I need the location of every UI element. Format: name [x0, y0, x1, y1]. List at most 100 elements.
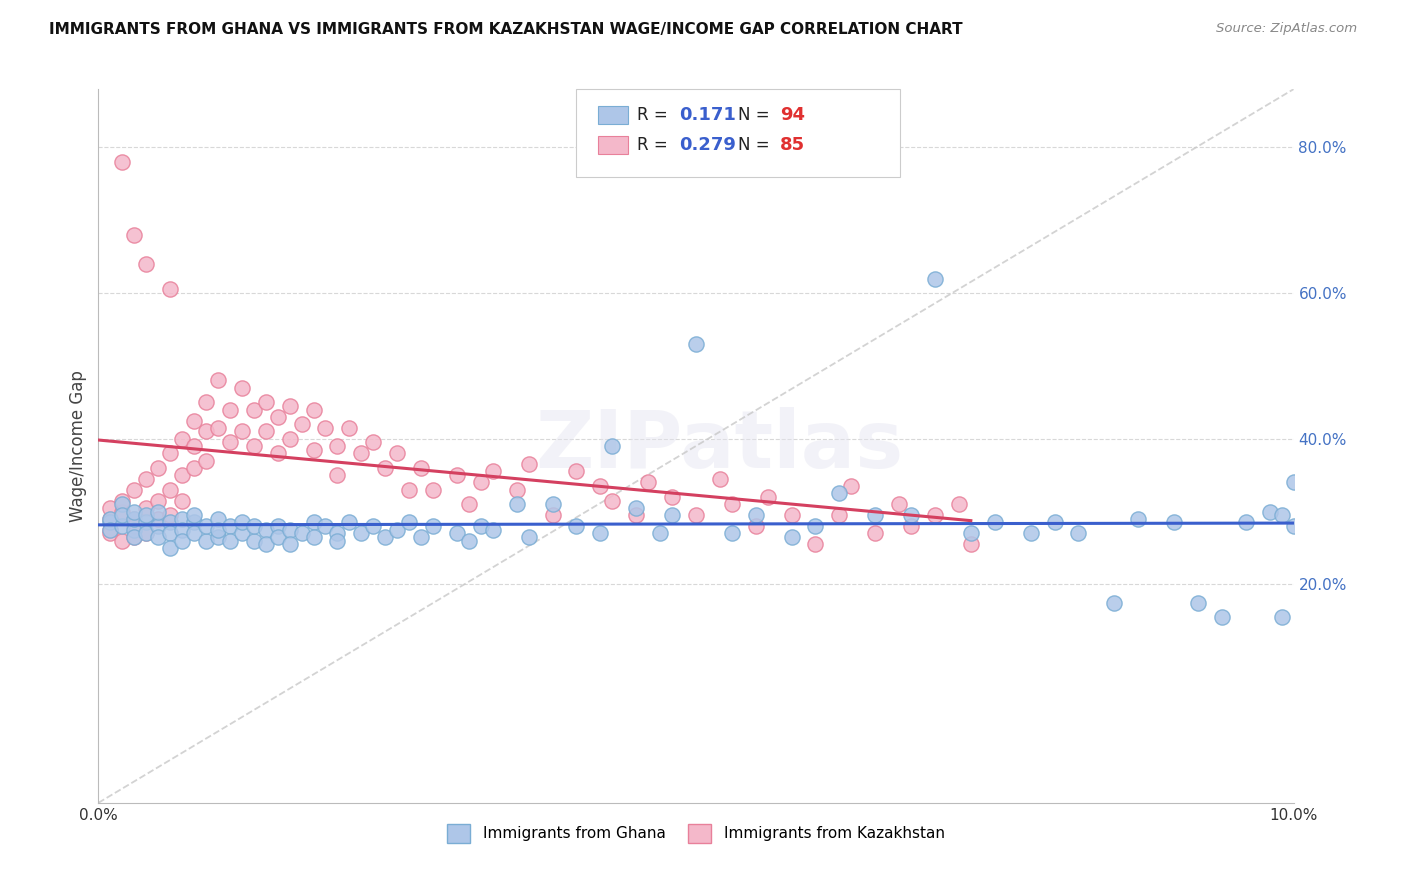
- Point: [148, 504, 170, 518]
- Point: [1282, 519, 1305, 533]
- Point: [124, 227, 146, 242]
- Point: [98, 512, 122, 526]
- Point: [267, 446, 290, 460]
- Point: [124, 530, 146, 544]
- Point: [148, 519, 170, 533]
- Point: [458, 533, 481, 548]
- Point: [302, 530, 325, 544]
- Point: [183, 508, 205, 523]
- Point: [254, 425, 277, 439]
- Point: [541, 497, 564, 511]
- Point: [302, 442, 325, 457]
- Point: [219, 519, 242, 533]
- Point: [302, 402, 325, 417]
- Point: [446, 526, 468, 541]
- Point: [828, 486, 851, 500]
- Point: [458, 497, 481, 511]
- Point: [124, 523, 146, 537]
- Point: [207, 374, 229, 388]
- Point: [637, 475, 659, 490]
- Point: [254, 537, 277, 551]
- Point: [685, 508, 707, 523]
- Point: [231, 516, 253, 530]
- Point: [541, 508, 564, 523]
- Point: [111, 533, 134, 548]
- Point: [506, 483, 529, 497]
- Point: [98, 500, 122, 515]
- Point: [602, 493, 624, 508]
- Point: [326, 439, 349, 453]
- Point: [278, 399, 301, 413]
- Point: [1282, 475, 1305, 490]
- Point: [900, 519, 922, 533]
- Point: [278, 432, 301, 446]
- Point: [804, 537, 827, 551]
- Legend: Immigrants from Ghana, Immigrants from Kazakhstan: Immigrants from Ghana, Immigrants from K…: [441, 818, 950, 848]
- Point: [589, 526, 612, 541]
- Point: [159, 541, 181, 555]
- Point: [422, 483, 444, 497]
- Text: R =: R =: [637, 136, 673, 154]
- Point: [709, 472, 731, 486]
- Point: [339, 516, 361, 530]
- Point: [685, 337, 707, 351]
- Point: [159, 446, 181, 460]
- Point: [1043, 516, 1066, 530]
- Point: [385, 446, 409, 460]
- Point: [315, 519, 337, 533]
- Point: [350, 446, 373, 460]
- Point: [326, 526, 349, 541]
- Point: [626, 508, 648, 523]
- Point: [1211, 610, 1233, 624]
- Point: [124, 483, 146, 497]
- Point: [470, 519, 492, 533]
- Point: [1067, 526, 1090, 541]
- Point: [960, 537, 983, 551]
- Point: [183, 526, 205, 541]
- Point: [589, 479, 612, 493]
- Point: [135, 526, 157, 541]
- Text: 94: 94: [780, 106, 806, 124]
- Point: [159, 508, 181, 523]
- Point: [661, 508, 683, 523]
- Point: [1019, 526, 1042, 541]
- Point: [398, 483, 420, 497]
- Point: [422, 519, 444, 533]
- Point: [470, 475, 492, 490]
- Point: [721, 526, 744, 541]
- Point: [135, 516, 157, 530]
- Point: [135, 526, 157, 541]
- Point: [650, 526, 672, 541]
- Point: [363, 435, 385, 450]
- Text: ZIPatlas: ZIPatlas: [536, 407, 904, 485]
- Point: [111, 497, 134, 511]
- Point: [385, 523, 409, 537]
- Text: N =: N =: [738, 106, 775, 124]
- Point: [243, 519, 266, 533]
- Point: [745, 519, 768, 533]
- Point: [124, 530, 146, 544]
- Point: [889, 497, 911, 511]
- Point: [111, 504, 134, 518]
- Point: [363, 519, 385, 533]
- Point: [506, 497, 529, 511]
- Point: [865, 526, 887, 541]
- Point: [1234, 516, 1257, 530]
- Point: [267, 409, 290, 424]
- Point: [804, 519, 827, 533]
- Point: [267, 530, 290, 544]
- Point: [124, 512, 146, 526]
- Point: [565, 519, 588, 533]
- Point: [984, 516, 1007, 530]
- Point: [374, 530, 396, 544]
- Point: [183, 460, 205, 475]
- Point: [411, 530, 433, 544]
- Point: [148, 512, 170, 526]
- Point: [900, 508, 922, 523]
- Point: [172, 512, 194, 526]
- Point: [517, 530, 540, 544]
- Point: [756, 490, 779, 504]
- Point: [172, 432, 194, 446]
- Point: [98, 523, 122, 537]
- Point: [278, 537, 301, 551]
